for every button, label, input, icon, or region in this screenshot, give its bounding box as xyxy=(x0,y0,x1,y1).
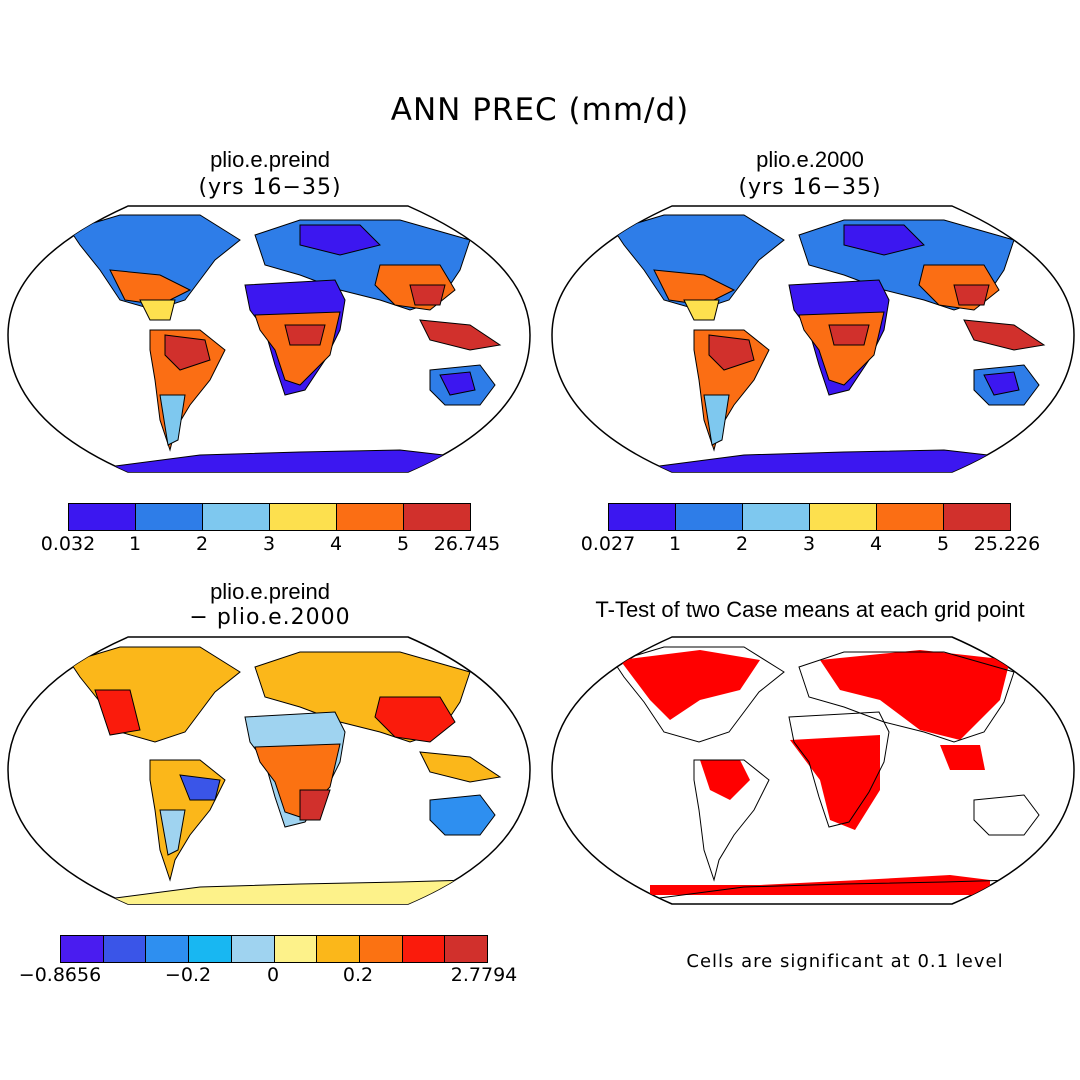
colorbar-segment xyxy=(103,936,147,962)
colorbar-tick: 0.2 xyxy=(342,964,374,986)
colorbar-panel1 xyxy=(68,503,471,531)
colorbar-tick: 1 xyxy=(668,533,682,555)
colorbar-segment xyxy=(404,504,470,530)
significance-note: Cells are significant at 0.1 level xyxy=(686,951,1004,972)
panel1-title: plio.e.preind xyxy=(210,147,330,172)
colorbar-tick: 3 xyxy=(802,533,816,555)
colorbar-segment xyxy=(69,504,136,530)
colorbar-tick: 4 xyxy=(329,533,343,555)
colorbar-tick: 5 xyxy=(396,533,410,555)
colorbar-tick: 5 xyxy=(936,533,950,555)
colorbar-tick: −0.8656 xyxy=(18,964,102,986)
colorbar-panel2 xyxy=(608,503,1011,531)
colorbar-segment xyxy=(337,504,404,530)
colorbar-tick: 25.226 xyxy=(973,533,1041,555)
panel3-title: plio.e.preind xyxy=(210,579,330,604)
colorbar-segment xyxy=(609,504,676,530)
colorbar-segment xyxy=(743,504,810,530)
colorbar-segment xyxy=(445,936,488,962)
colorbar-segment xyxy=(136,504,203,530)
colorbar-segment xyxy=(203,504,270,530)
colorbar-segment xyxy=(189,936,232,962)
panel3-subtitle: − plio.e.2000 xyxy=(189,605,351,630)
panel2-subtitle: (yrs 16−35) xyxy=(738,175,882,200)
colorbar-segment xyxy=(61,936,104,962)
colorbar-segment xyxy=(810,504,877,530)
colorbar-tick: 2 xyxy=(735,533,749,555)
colorbar-tick: 0 xyxy=(266,964,280,986)
colorbar-tick: 3 xyxy=(262,533,276,555)
colorbar-tick: 26.745 xyxy=(433,533,501,555)
colorbar-tick: −0.2 xyxy=(164,964,212,986)
colorbar-segment xyxy=(146,936,190,962)
colorbar-tick: 2 xyxy=(195,533,209,555)
panel2-title: plio.e.2000 xyxy=(756,147,864,172)
colorbar-segment xyxy=(317,936,360,962)
colorbar-tick: 1 xyxy=(128,533,142,555)
colorbar-segment xyxy=(402,936,446,962)
panel4-title: T-Test of two Case means at each grid po… xyxy=(595,597,1025,622)
colorbar-segment xyxy=(676,504,743,530)
colorbar-tick: 4 xyxy=(869,533,883,555)
colorbar-tick: 2.7794 xyxy=(450,964,518,986)
figure-title: ANN PREC (mm/d) xyxy=(390,92,690,128)
panel1-subtitle: (yrs 16−35) xyxy=(198,175,342,200)
colorbar-segment xyxy=(270,504,337,530)
colorbar-tick: 0.032 xyxy=(40,533,96,555)
colorbar-segment xyxy=(359,936,403,962)
colorbar-panel3 xyxy=(60,935,488,963)
colorbar-segment xyxy=(274,936,318,962)
colorbar-tick: 0.027 xyxy=(580,533,636,555)
colorbar-segment xyxy=(877,504,944,530)
colorbar-segment xyxy=(944,504,1010,530)
colorbar-segment xyxy=(231,936,275,962)
